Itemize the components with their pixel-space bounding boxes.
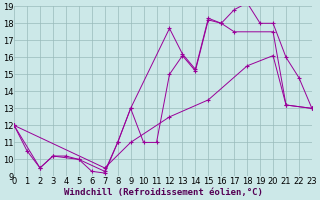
X-axis label: Windchill (Refroidissement éolien,°C): Windchill (Refroidissement éolien,°C) (64, 188, 262, 197)
